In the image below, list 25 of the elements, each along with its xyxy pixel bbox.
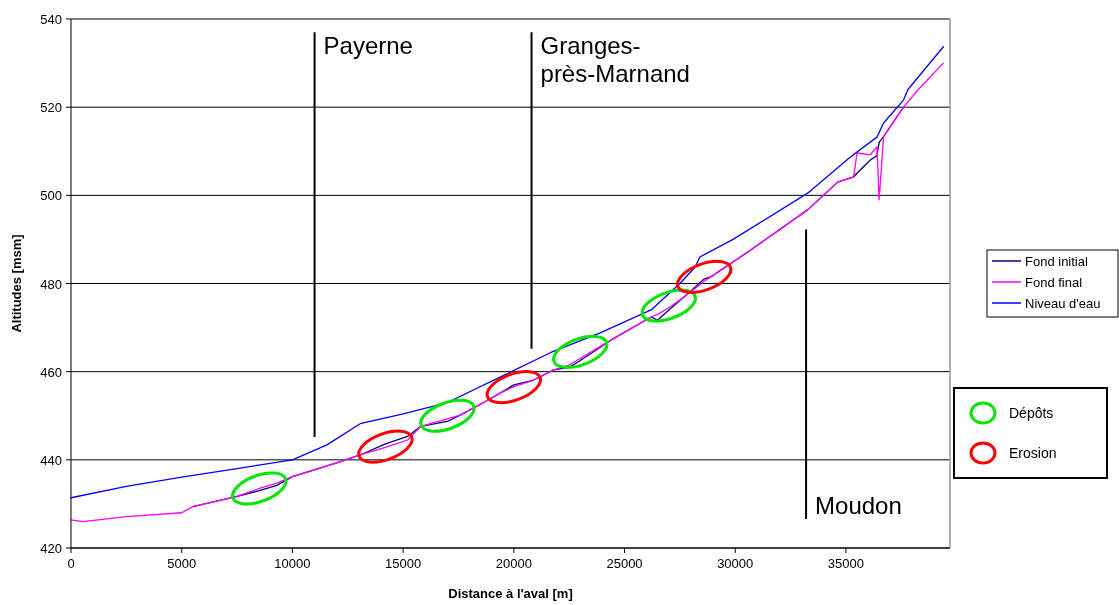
x-tick-label: 30000 xyxy=(717,556,754,571)
legend-label: Niveau d'eau xyxy=(1025,296,1101,311)
x-axis-title: Distance à l'aval [m] xyxy=(448,586,573,601)
x-tick-label: 20000 xyxy=(495,556,532,571)
x-tick-label: 5000 xyxy=(167,556,197,571)
text: Erosion xyxy=(1009,445,1057,461)
legend-label: Fond initial xyxy=(1025,254,1088,269)
x-tick-label: 35000 xyxy=(827,556,865,571)
x-tick-label: 25000 xyxy=(606,556,643,571)
x-tick-label: 15000 xyxy=(385,556,422,571)
y-tick-label: 500 xyxy=(40,188,62,204)
y-tick-label: 540 xyxy=(40,12,62,27)
y-tick-label: 460 xyxy=(40,364,62,380)
y-tick-label: 440 xyxy=(40,452,62,468)
y-tick-label: 480 xyxy=(40,276,62,292)
y-axis-title: Altitudes [msm] xyxy=(9,234,24,333)
x-tick-label: 10000 xyxy=(274,556,311,571)
y-tick-label: 520 xyxy=(40,100,62,116)
ref-line-label: Moudon xyxy=(815,491,902,519)
ref-line-label: Granges-près-Marnand xyxy=(540,32,690,88)
ref-line-label: Payerne xyxy=(323,32,413,60)
x-tick-label: 0 xyxy=(67,556,75,571)
legend-label: Fond final xyxy=(1025,275,1083,290)
y-tick-label: 420 xyxy=(40,541,62,556)
text: Dépôts xyxy=(1009,405,1054,421)
